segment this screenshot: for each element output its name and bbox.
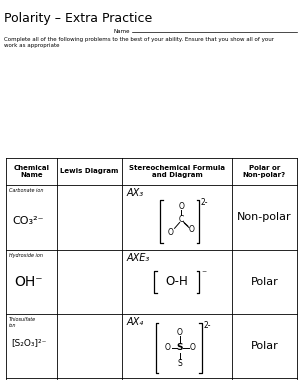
Text: Hydroxide ion: Hydroxide ion [9,253,43,258]
Text: [S₂O₃]²⁻: [S₂O₃]²⁻ [11,338,46,347]
Text: Complete all of the following problems to the best of your ability. Ensure that : Complete all of the following problems t… [4,37,274,48]
Text: AX₃: AX₃ [127,188,144,198]
Text: O: O [190,343,196,352]
Text: O: O [178,202,184,211]
Text: O-H: O-H [166,275,188,288]
Text: C: C [179,215,184,224]
Text: Polar or
Non-polar?: Polar or Non-polar? [243,165,286,178]
Text: O: O [177,328,183,337]
Text: Carbonate ion: Carbonate ion [9,188,44,193]
Text: CO₃²⁻: CO₃²⁻ [13,216,44,226]
Text: Polar: Polar [250,341,278,351]
Text: Polarity – Extra Practice: Polarity – Extra Practice [4,12,153,25]
Text: Chemical
Name: Chemical Name [14,165,50,178]
Text: 2-: 2- [203,321,211,330]
Text: Lewis Diagram: Lewis Diagram [61,168,119,174]
Text: 2-: 2- [201,198,208,207]
Text: S: S [177,343,183,352]
Text: O: O [165,343,171,352]
Text: AX₄: AX₄ [127,317,144,327]
Text: Thiosulfate
ion: Thiosulfate ion [9,317,36,328]
Text: AXE₃: AXE₃ [127,253,150,263]
Text: Non-polar: Non-polar [237,212,292,223]
Text: Stereochemical Formula
and Diagram: Stereochemical Formula and Diagram [129,165,225,178]
Text: O: O [188,225,194,234]
Text: ⁻: ⁻ [201,269,206,279]
Text: Polar: Polar [250,277,278,287]
Text: Name: Name [114,29,130,34]
Text: O: O [168,228,174,237]
Text: OH⁻: OH⁻ [14,275,43,289]
Text: S: S [178,359,182,368]
